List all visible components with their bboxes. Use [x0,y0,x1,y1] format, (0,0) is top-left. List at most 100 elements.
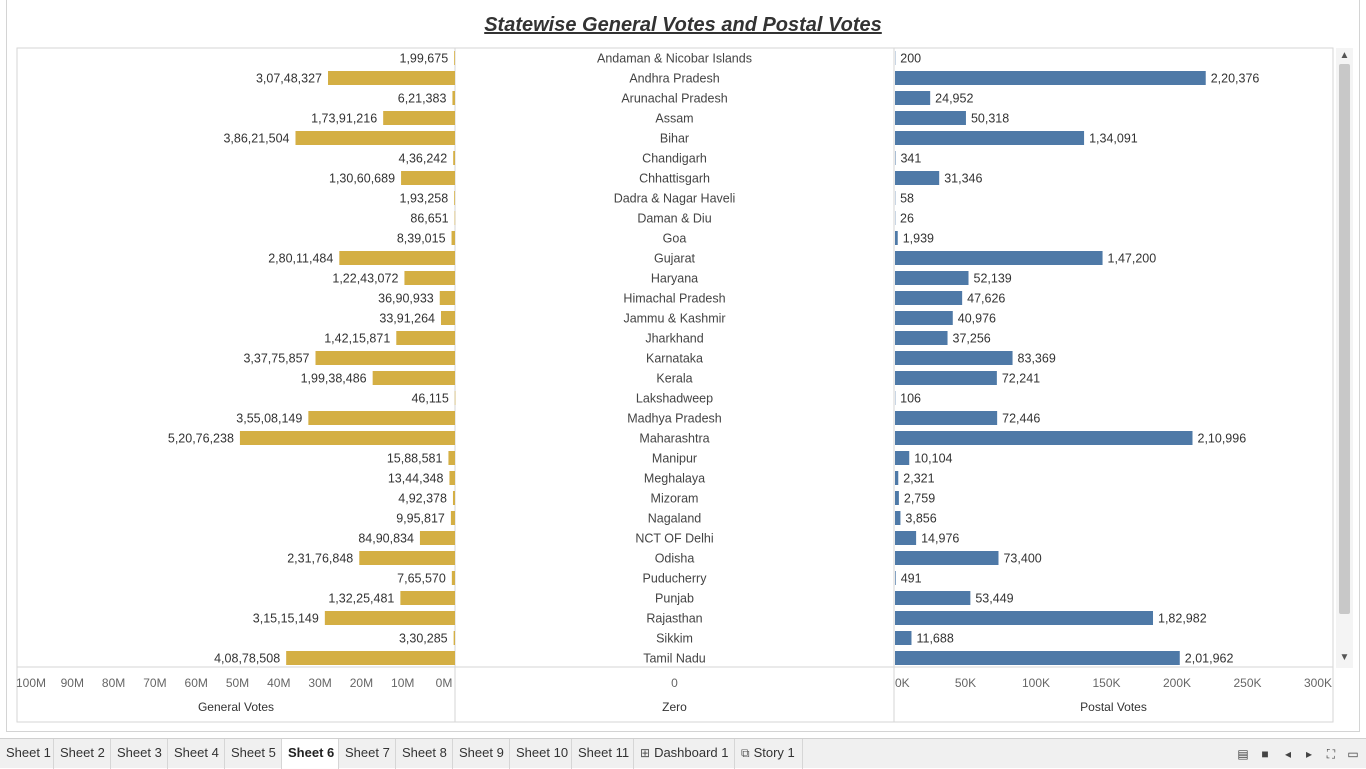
state-label: NCT OF Delhi [635,532,713,546]
tab-sheet-9[interactable]: Sheet 9 [453,739,510,769]
tab-sheet-11[interactable]: Sheet 11 [572,739,634,769]
postal-votes-bar [895,171,939,185]
zero-axis-tick: 0 [671,676,678,690]
general-votes-label: 13,44,348 [388,472,444,486]
general-votes-bar [400,591,455,605]
state-label: Jharkhand [645,332,703,346]
general-axis-tick: 50M [226,676,249,690]
tab-sheet-8[interactable]: Sheet 8 [396,739,453,769]
fullscreen-icon[interactable]: ⛶ [1323,746,1339,762]
postal-votes-label: 73,400 [1003,552,1041,566]
prev-sheet-icon[interactable]: ◂ [1280,746,1296,762]
postal-votes-label: 2,759 [904,492,935,506]
state-label: Odisha [655,552,695,566]
general-votes-label: 86,651 [410,212,448,226]
general-votes-label: 9,95,817 [396,512,445,526]
postal-votes-label: 1,82,982 [1158,612,1207,626]
state-label: Chandigarh [642,152,707,166]
tab-label: Sheet 5 [231,745,276,760]
postal-votes-bar [895,251,1103,265]
tab-sheet-3[interactable]: Sheet 3 [111,739,168,769]
tab-sheet-4[interactable]: Sheet 4 [168,739,225,769]
next-sheet-icon[interactable]: ▸ [1301,746,1317,762]
state-label: Chhattisgarh [639,172,710,186]
tab-label: Sheet 11 [578,745,629,760]
state-label: Manipur [652,452,697,466]
postal-votes-label: 26 [900,212,914,226]
tab-sheet-7[interactable]: Sheet 7 [339,739,396,769]
general-votes-label: 3,37,75,857 [243,352,309,366]
general-votes-bar [316,351,455,365]
general-axis-tick: 60M [185,676,208,690]
general-votes-label: 1,42,15,871 [324,332,390,346]
zero-axis-label: Zero [662,700,687,714]
scroll-down-icon[interactable]: ▼ [1336,652,1353,666]
tab-dashboard-1[interactable]: ⊞Dashboard 1 [634,739,735,769]
filmstrip-icon[interactable]: ■ [1257,746,1273,762]
general-votes-label: 1,99,675 [400,52,449,66]
tab-sheet-6[interactable]: Sheet 6 [282,739,339,769]
state-label: Tamil Nadu [643,652,706,666]
postal-votes-label: 341 [900,152,921,166]
postal-axis-tick: 50K [955,676,976,690]
general-votes-bar [328,71,455,85]
general-axis-tick: 20M [350,676,373,690]
postal-votes-bar [895,71,1206,85]
general-votes-bar [454,191,455,205]
scroll-thumb[interactable] [1339,64,1350,614]
postal-votes-bar [895,571,896,585]
general-axis-tick: 10M [391,676,414,690]
tab-label: Sheet 10 [516,745,568,760]
general-votes-bar [383,111,455,125]
state-label: Madhya Pradesh [627,412,722,426]
postal-axis-tick: 100K [1022,676,1050,690]
state-label: Mizoram [651,492,699,506]
general-axis-tick: 40M [267,676,290,690]
general-axis-tick: 0M [436,676,453,690]
tab-sheet-1[interactable]: Sheet 1 [0,739,54,769]
state-label: Sikkim [656,632,693,646]
state-label: Gujarat [654,252,696,266]
postal-votes-label: 11,688 [916,632,953,646]
general-votes-label: 2,80,11,484 [268,252,333,266]
postal-votes-bar [895,491,899,505]
state-label: Punjab [655,592,694,606]
postal-votes-bar [895,551,998,565]
postal-votes-bar [895,411,997,425]
postal-votes-bar [895,431,1193,445]
vertical-scrollbar[interactable]: ▲ ▼ [1336,48,1353,668]
general-votes-bar [453,151,455,165]
state-label: Haryana [651,272,698,286]
state-label: Goa [663,232,687,246]
state-label: Bihar [660,132,689,146]
postal-votes-bar [895,331,948,345]
presentation-icon[interactable]: ▭ [1345,746,1361,762]
general-votes-bar [455,391,456,405]
general-votes-bar [295,131,455,145]
tab-label: Sheet 9 [459,745,504,760]
general-votes-bar [448,451,455,465]
general-votes-bar [452,231,455,245]
postal-votes-label: 3,856 [905,512,936,526]
postal-axis-label: Postal Votes [1080,700,1147,714]
postal-votes-label: 2,10,996 [1198,432,1247,446]
tab-story-1[interactable]: ⧉Story 1 [735,739,803,769]
scroll-up-icon[interactable]: ▲ [1336,50,1353,64]
general-votes-bar [440,291,455,305]
postal-votes-label: 40,976 [958,312,996,326]
state-label: Jammu & Kashmir [623,312,725,326]
tab-label: Sheet 7 [345,745,390,760]
sheet-sorter-icon[interactable]: ▤ [1235,746,1251,762]
general-votes-bar [325,611,455,625]
postal-votes-bar [895,631,911,645]
tab-sheet-10[interactable]: Sheet 10 [510,739,572,769]
general-votes-bar [396,331,455,345]
postal-votes-bar [895,131,1084,145]
tab-sheet-5[interactable]: Sheet 5 [225,739,282,769]
state-label: Lakshadweep [636,392,713,406]
general-votes-label: 1,32,25,481 [328,592,394,606]
tab-sheet-2[interactable]: Sheet 2 [54,739,111,769]
postal-votes-bar [895,291,962,305]
postal-votes-label: 491 [901,572,922,586]
